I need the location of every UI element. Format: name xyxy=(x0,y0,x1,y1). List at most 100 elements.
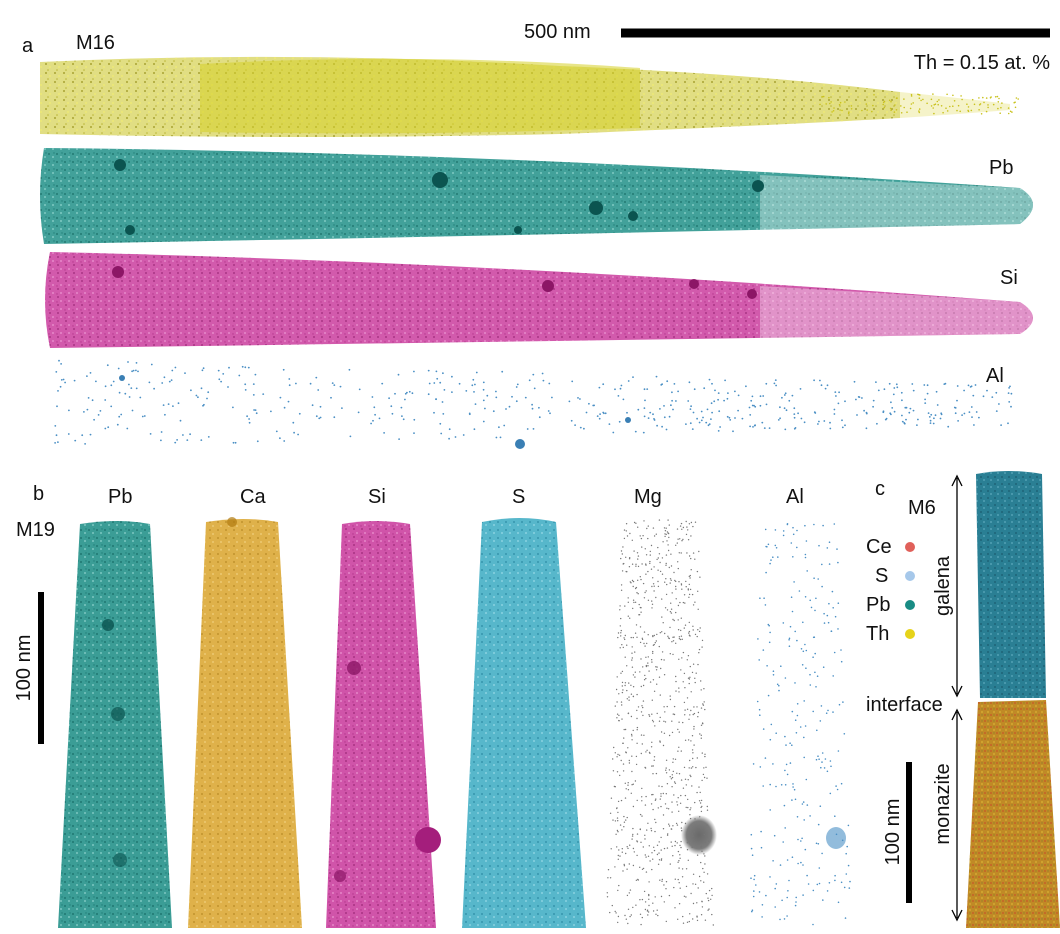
atom-dot xyxy=(623,821,626,823)
atom-dot xyxy=(616,817,619,819)
atom-dot xyxy=(643,890,646,893)
atom-dot xyxy=(641,815,643,817)
atom-dot xyxy=(642,714,644,717)
atom-dot xyxy=(727,392,729,394)
atom-dot xyxy=(997,107,999,110)
atom-dot xyxy=(828,882,831,884)
atom-dot xyxy=(938,99,940,101)
atom-dot xyxy=(848,111,850,113)
atom-dot xyxy=(617,889,619,892)
atom-dot xyxy=(700,799,703,802)
atom-dot xyxy=(750,833,753,836)
atom-dot xyxy=(632,906,634,909)
atom-dot xyxy=(680,552,682,554)
atom-dot xyxy=(841,109,843,112)
atom-dot xyxy=(406,391,408,394)
atom-dot xyxy=(693,712,696,715)
atom-dot xyxy=(625,530,627,532)
atom-dot xyxy=(684,709,686,711)
atom-dot xyxy=(628,696,630,698)
atom-dot xyxy=(768,624,770,627)
atom-dot xyxy=(817,843,820,845)
atom-dot xyxy=(680,750,682,752)
atom-dot xyxy=(767,543,770,546)
atom-dot xyxy=(639,641,642,644)
atom-dot xyxy=(893,410,896,413)
atom-dot xyxy=(711,913,713,916)
atom-dot xyxy=(998,403,1000,405)
atom-dot xyxy=(647,911,650,913)
atom-dot xyxy=(658,852,660,854)
atom-dot xyxy=(660,793,662,795)
atom-dot xyxy=(692,883,694,885)
atom-dot xyxy=(892,393,895,396)
atom-dot xyxy=(946,93,948,96)
atom-dot xyxy=(652,808,654,811)
atom-dot xyxy=(700,880,702,882)
atom-dot xyxy=(980,113,983,115)
atom-dot xyxy=(707,909,709,911)
atom-dot xyxy=(803,756,805,759)
atom-dot xyxy=(942,111,944,114)
atom-dot xyxy=(706,805,708,808)
atom-dot xyxy=(74,439,77,442)
atom-dot xyxy=(511,395,513,398)
atom-dot xyxy=(734,390,736,393)
atom-dot xyxy=(661,573,664,575)
atom-dot xyxy=(626,665,628,667)
atom-dot xyxy=(708,378,711,381)
atom-dot xyxy=(671,391,673,394)
atom-dot xyxy=(650,803,653,805)
atom-dot xyxy=(625,556,627,558)
atom-dot xyxy=(678,691,680,693)
atom-dot xyxy=(89,372,92,374)
atom-dot xyxy=(752,426,754,428)
atom-dot xyxy=(604,412,607,415)
atom-dot xyxy=(821,852,823,855)
atom-dot xyxy=(162,404,165,406)
atom-dot xyxy=(658,720,661,722)
atom-dot xyxy=(189,433,192,436)
atom-dot xyxy=(836,788,839,791)
atom-dot xyxy=(686,552,688,554)
atom-dot xyxy=(784,392,787,395)
atom-dot xyxy=(655,821,657,824)
atom-dot xyxy=(712,924,714,926)
atom-dot xyxy=(681,638,683,640)
atom-dot xyxy=(803,819,805,821)
atom-dot xyxy=(639,576,641,578)
atom-dot xyxy=(641,637,643,639)
atom-dot xyxy=(821,585,823,588)
atom-dot xyxy=(698,786,700,788)
atom-dot xyxy=(59,385,62,388)
atom-dot xyxy=(677,850,680,853)
atom-dot xyxy=(806,804,809,806)
atom-dot xyxy=(655,913,657,915)
atom-dot xyxy=(792,526,794,529)
atom-dot xyxy=(617,820,619,822)
atom-dot xyxy=(795,732,798,734)
atom-dot xyxy=(751,909,754,911)
atom-dot xyxy=(775,547,778,549)
atom-dot xyxy=(220,380,223,383)
atom-dot xyxy=(805,540,808,542)
atom-dot xyxy=(751,854,754,856)
pb-cluster-3 xyxy=(589,201,603,215)
atom-dot xyxy=(631,657,633,659)
atom-dot xyxy=(823,612,825,615)
atom-dot xyxy=(826,890,829,892)
atom-dot xyxy=(390,405,393,408)
atom-dot xyxy=(647,417,650,419)
atom-dot xyxy=(659,694,661,696)
atom-dot xyxy=(792,786,794,788)
atom-dot xyxy=(675,642,677,644)
atom-dot xyxy=(646,642,648,645)
atom-dot xyxy=(698,648,701,651)
atom-dot xyxy=(664,721,667,723)
atom-dot xyxy=(443,389,446,391)
atom-dot xyxy=(825,712,828,714)
atom-dot xyxy=(769,876,771,878)
atom-dot xyxy=(248,421,251,424)
atom-dot xyxy=(640,537,643,540)
atom-dot xyxy=(662,814,665,816)
